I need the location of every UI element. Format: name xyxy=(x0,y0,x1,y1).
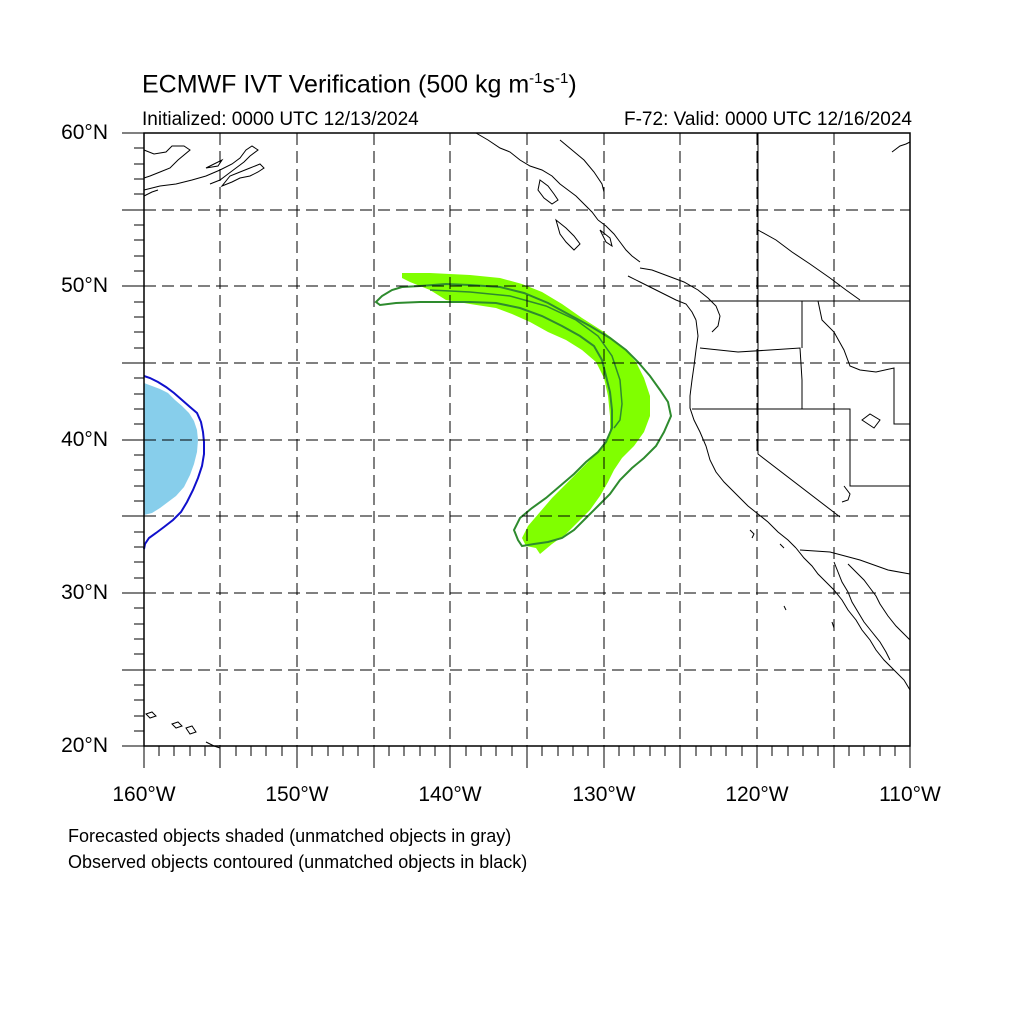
lon-label-120w: 120°W xyxy=(725,783,789,806)
observed-core-line xyxy=(429,289,623,429)
lat-label-60n: 60°N xyxy=(61,121,108,144)
forecast-object-west xyxy=(144,383,198,515)
lon-label-130w: 130°W xyxy=(572,783,636,806)
footnote-observed: Observed objects contoured (unmatched ob… xyxy=(68,852,528,872)
footnote-forecast: Forecasted objects shaded (unmatched obj… xyxy=(68,826,512,846)
lat-ticks xyxy=(122,132,144,747)
valid-time-label: F-72: Valid: 0000 UTC 12/16/2024 xyxy=(624,109,912,130)
observed-contour-ar xyxy=(374,282,673,548)
lon-label-160w: 160°W xyxy=(112,783,176,806)
coastlines xyxy=(143,132,911,749)
lon-label-150w: 150°W xyxy=(265,783,329,806)
lat-label-30n: 30°N xyxy=(61,581,108,604)
forecast-object-ar xyxy=(402,273,650,554)
title-end: ) xyxy=(568,70,577,99)
title-sup2: -1 xyxy=(555,70,569,87)
lon-label-140w: 140°W xyxy=(418,783,482,806)
grid-lines xyxy=(144,133,910,746)
lat-label-40n: 40°N xyxy=(61,428,108,451)
title-main: ECMWF IVT Verification (500 kg m xyxy=(142,70,530,99)
lon-ticks xyxy=(143,746,911,768)
title-mid: s xyxy=(542,70,556,99)
lon-label-110w: 110°W xyxy=(879,783,941,806)
map-title: ECMWF IVT Verification (500 kg m-1s-1) xyxy=(142,70,577,99)
init-time-label: Initialized: 0000 UTC 12/13/2024 xyxy=(142,109,419,130)
lat-label-50n: 50°N xyxy=(61,274,108,297)
lat-label-20n: 20°N xyxy=(61,734,108,757)
title-sup1: -1 xyxy=(529,70,543,87)
observed-contour-west xyxy=(143,375,205,550)
